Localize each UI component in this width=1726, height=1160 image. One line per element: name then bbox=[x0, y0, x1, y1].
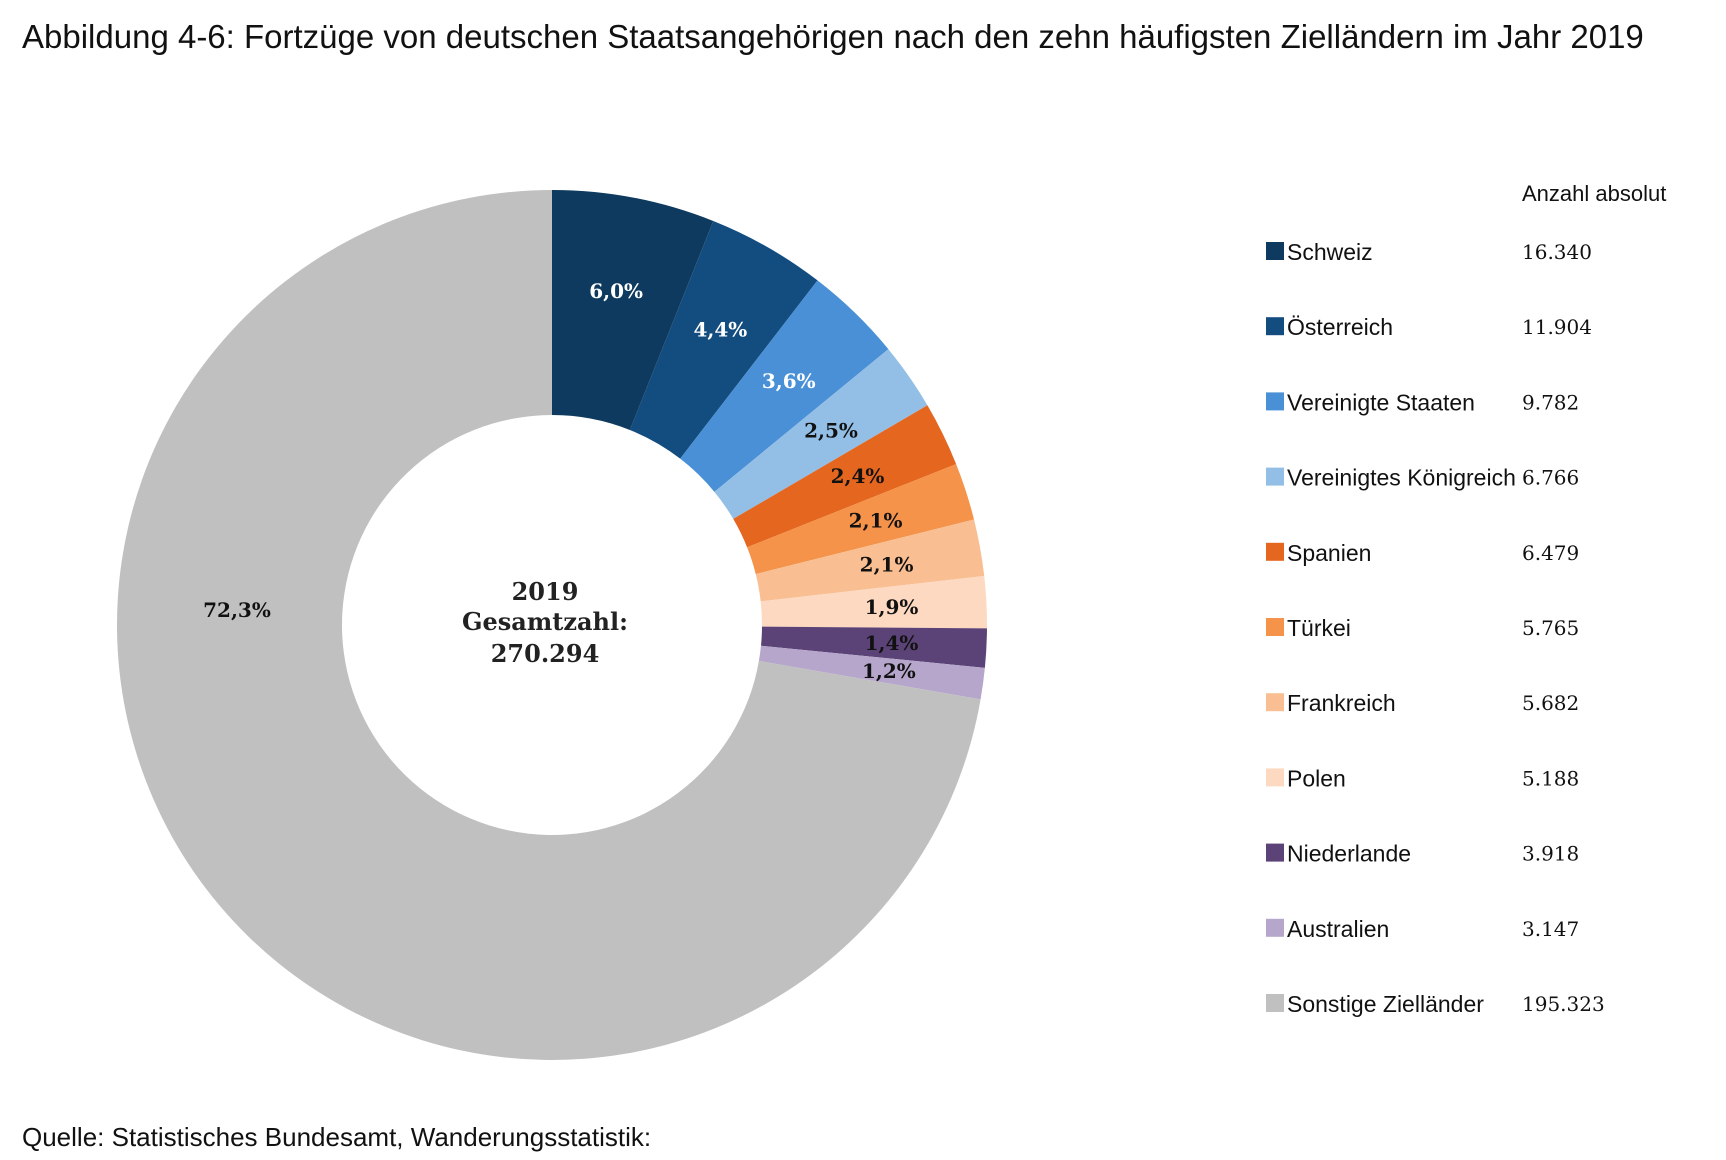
slice-percent-label: 1,4% bbox=[865, 631, 919, 655]
donut-slice bbox=[680, 280, 889, 492]
legend-item: Vereinigtes Königreich 6.766 bbox=[1266, 465, 1579, 491]
slice-percent-label: 3,6% bbox=[762, 369, 816, 393]
legend-value: 3.918 bbox=[1522, 842, 1579, 866]
donut-slice bbox=[760, 626, 987, 668]
legend-swatch bbox=[1266, 317, 1284, 336]
slice-percent-label: 2,1% bbox=[849, 509, 903, 533]
legend-name: Österreich bbox=[1287, 314, 1393, 340]
legend-item: Schweiz 16.340 bbox=[1266, 239, 1592, 265]
donut-slice-labels: 6,0% 4,4% 3,6% 2,5% 2,4% 2,1% 2,1% 1,9% 1,4% 1,2%… bbox=[203, 279, 918, 683]
legend-swatch bbox=[1266, 392, 1284, 411]
legend-name: Spanien bbox=[1287, 540, 1371, 566]
legend-name: Niederlande bbox=[1287, 841, 1411, 867]
legend-header: Anzahl absolut bbox=[1522, 181, 1666, 206]
legend-item: Spanien 6.479 bbox=[1266, 540, 1579, 566]
legend-item: Polen 5.188 bbox=[1266, 765, 1579, 791]
legend-swatch bbox=[1266, 542, 1284, 561]
chart-source: Quelle: Statistisches Bundesamt, Wanderu… bbox=[22, 1122, 652, 1152]
center-caption: Gesamtzahl: bbox=[462, 607, 628, 636]
donut-slice bbox=[117, 190, 981, 1061]
legend-swatch bbox=[1266, 242, 1284, 260]
donut-slice bbox=[733, 405, 957, 548]
legend-item: Sonstige Zielländer 195.323 bbox=[1266, 991, 1605, 1017]
donut-slice bbox=[714, 349, 928, 519]
donut-slice bbox=[755, 519, 985, 602]
legend-item: Frankreich 5.682 bbox=[1266, 690, 1579, 716]
slice-percent-label: 2,5% bbox=[804, 419, 858, 443]
legend-value: 195.323 bbox=[1522, 992, 1605, 1016]
legend-swatch bbox=[1266, 843, 1284, 862]
legend-name: Polen bbox=[1287, 765, 1346, 791]
legend-value: 6.479 bbox=[1522, 541, 1579, 565]
donut-slices bbox=[117, 190, 987, 1061]
legend-name: Schweiz bbox=[1287, 239, 1373, 265]
donut-slice bbox=[760, 576, 987, 629]
legend-item: Österreich 11.904 bbox=[1266, 314, 1592, 340]
legend-swatch bbox=[1266, 994, 1284, 1012]
legend-name: Vereinigtes Königreich bbox=[1287, 465, 1516, 491]
donut-slice bbox=[629, 221, 818, 459]
slice-percent-label: 4,4% bbox=[693, 318, 747, 342]
legend-name: Vereinigte Staaten bbox=[1287, 389, 1475, 415]
slice-percent-label: 2,4% bbox=[831, 464, 885, 488]
donut-slice bbox=[758, 645, 985, 700]
legend-value: 5.682 bbox=[1522, 691, 1579, 715]
donut-center: 2019 Gesamtzahl: 270.294 bbox=[462, 577, 628, 668]
legend-swatch bbox=[1266, 918, 1284, 937]
legend-swatch bbox=[1266, 693, 1284, 712]
legend-value: 11.904 bbox=[1522, 315, 1592, 339]
legend: Anzahl absolut Schweiz 16.340 Österreich 11… bbox=[1266, 181, 1666, 1017]
legend-swatch bbox=[1266, 618, 1284, 636]
legend-name: Frankreich bbox=[1287, 690, 1396, 716]
chart-title: Abbildung 4-6: Fortzüge von deutschen St… bbox=[22, 18, 1644, 55]
legend-value: 5.188 bbox=[1522, 766, 1579, 790]
legend-value: 5.765 bbox=[1522, 616, 1579, 640]
slice-percent-label: 1,9% bbox=[865, 595, 919, 619]
legend-value: 6.766 bbox=[1522, 466, 1579, 490]
donut-slice bbox=[747, 464, 975, 575]
legend-value: 9.782 bbox=[1522, 390, 1579, 414]
donut-slice bbox=[552, 190, 714, 430]
legend-name: Australien bbox=[1287, 916, 1389, 942]
legend-swatch bbox=[1266, 467, 1284, 486]
slice-percent-label: 72,3% bbox=[203, 598, 271, 622]
center-total: 270.294 bbox=[491, 639, 600, 668]
legend-item: Vereinigte Staaten 9.782 bbox=[1266, 389, 1579, 415]
slice-percent-label: 6,0% bbox=[589, 279, 643, 303]
center-year: 2019 bbox=[512, 577, 579, 606]
legend-name: Türkei bbox=[1287, 615, 1351, 641]
legend-item: Türkei 5.765 bbox=[1266, 615, 1579, 641]
legend-value: 16.340 bbox=[1522, 240, 1592, 264]
legend-swatch bbox=[1266, 768, 1284, 787]
legend-item: Australien 3.147 bbox=[1266, 916, 1579, 942]
slice-percent-label: 2,1% bbox=[860, 552, 914, 576]
legend-value: 3.147 bbox=[1522, 917, 1579, 941]
legend-item: Niederlande 3.918 bbox=[1266, 841, 1579, 867]
slice-percent-label: 1,2% bbox=[862, 659, 916, 683]
legend-name: Sonstige Zielländer bbox=[1287, 991, 1484, 1017]
